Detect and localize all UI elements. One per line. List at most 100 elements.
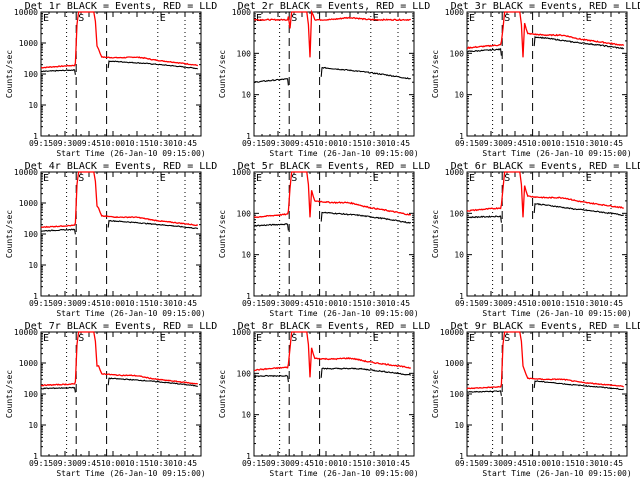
panel-title: Det 6r BLACK = Events, RED = LLD: [451, 161, 640, 172]
x-tick-label: 10:00: [314, 459, 338, 468]
x-tick-label: 10:00: [527, 459, 551, 468]
lld-series-line: [40, 331, 199, 387]
x-tick-label: 10:45: [386, 299, 410, 308]
x-tick-label: 09:30: [479, 139, 503, 148]
y-axis-label: Counts/sec: [431, 210, 440, 258]
y-tick-label: 1: [246, 132, 251, 141]
x-axis-label: Start Time (26-Jan-10 09:15:00): [269, 309, 418, 318]
x-tick-label: 10:00: [101, 459, 125, 468]
x-tick-label: 10:00: [101, 139, 125, 148]
y-axis-label: Counts/sec: [218, 50, 227, 98]
x-tick-label: 10:45: [599, 139, 623, 148]
y-tick-label: 100: [24, 230, 39, 239]
x-tick-label: 10:30: [362, 459, 386, 468]
events-series-line: [253, 78, 289, 86]
marker-label: E: [469, 173, 475, 184]
events-series-line: [533, 380, 624, 391]
x-tick-label: 09:45: [77, 299, 101, 308]
plot-frame: [253, 11, 415, 137]
x-tick-label: 09:15: [29, 459, 53, 468]
lld-series-line: [466, 331, 624, 390]
x-tick-label: 09:30: [266, 139, 290, 148]
x-tick-label: 09:15: [455, 459, 479, 468]
x-tick-label: 10:00: [527, 299, 551, 308]
x-tick-label: 09:45: [503, 459, 527, 468]
y-tick-label: 10000: [14, 328, 38, 337]
x-axis-label: Start Time (26-Jan-10 09:15:00): [56, 149, 205, 158]
events-series-line: [40, 228, 76, 235]
lld-series-line: [253, 171, 411, 219]
x-tick-label: 09:15: [455, 299, 479, 308]
x-tick-label: 10:45: [599, 459, 623, 468]
marker-label: E: [43, 173, 49, 184]
x-tick-label: 10:45: [599, 299, 623, 308]
x-tick-label: 09:45: [503, 139, 527, 148]
x-tick-label: 09:45: [290, 299, 314, 308]
y-tick-label: 100: [450, 49, 465, 58]
y-axis-label: Counts/sec: [431, 50, 440, 98]
events-series-line: [40, 68, 76, 75]
plot-frame: [253, 331, 415, 457]
marker-label: E: [256, 13, 262, 24]
y-tick-label: 10: [28, 421, 38, 430]
marker-label: E: [469, 13, 475, 24]
x-tick-label: 09:45: [77, 459, 101, 468]
lld-series-line: [254, 9, 411, 58]
plot-frame: [40, 11, 202, 137]
panel-det-9r: Det 9r BLACK = Events, RED = LLD 1 10 100 10…: [431, 321, 640, 478]
x-tick-label: 09:15: [242, 299, 266, 308]
y-tick-label: 10000: [14, 168, 38, 177]
y-axis-label: Counts/sec: [218, 370, 227, 418]
y-tick-label: 1000: [19, 199, 38, 208]
marker-label: E: [373, 13, 379, 24]
marker-label: E: [43, 333, 49, 344]
y-tick-label: 1: [246, 452, 251, 461]
y-axis-label: Counts/sec: [5, 210, 14, 258]
y-tick-label: 100: [24, 70, 39, 79]
y-tick-label: 1: [33, 132, 38, 141]
y-tick-label: 1000: [445, 168, 464, 177]
plot-frame: [40, 331, 202, 457]
y-tick-label: 1000: [445, 8, 464, 17]
x-tick-label: 10:30: [362, 139, 386, 148]
panel-title: Det 4r BLACK = Events, RED = LLD: [25, 161, 218, 172]
marker-label: E: [373, 173, 379, 184]
x-tick-label: 10:45: [386, 139, 410, 148]
x-tick-label: 10:30: [362, 299, 386, 308]
y-tick-label: 10: [454, 251, 464, 260]
plot-frame: [253, 171, 415, 297]
x-tick-label: 09:45: [290, 139, 314, 148]
panel-det-6r: Det 6r BLACK = Events, RED = LLD 1 10 100 10…: [431, 161, 640, 318]
y-tick-label: 100: [450, 390, 465, 399]
x-tick-label: 10:15: [551, 459, 575, 468]
marker-label: E: [469, 333, 475, 344]
x-tick-label: 10:30: [575, 139, 599, 148]
x-tick-label: 09:30: [266, 459, 290, 468]
y-axis-label: Counts/sec: [431, 370, 440, 418]
plot-frame: [466, 171, 628, 297]
x-axis-label: Start Time (26-Jan-10 09:15:00): [482, 309, 631, 318]
x-tick-label: 09:30: [479, 299, 503, 308]
y-tick-label: 10: [28, 101, 38, 110]
x-tick-label: 10:30: [575, 299, 599, 308]
panel-det-3r: Det 3r BLACK = Events, RED = LLD 1 10 100 10…: [431, 1, 640, 158]
plot-frame: [466, 11, 628, 137]
y-tick-label: 100: [24, 390, 39, 399]
events-series-line: [40, 386, 76, 393]
marker-label: E: [43, 13, 49, 24]
x-tick-label: 10:15: [338, 139, 362, 148]
marker-label: S: [78, 173, 84, 184]
marker-label: S: [504, 173, 510, 184]
x-tick-label: 10:00: [101, 299, 125, 308]
x-tick-label: 09:30: [53, 139, 77, 148]
panel-title: Det 2r BLACK = Events, RED = LLD: [238, 1, 431, 12]
panel-title: Det 9r BLACK = Events, RED = LLD: [451, 321, 640, 332]
events-series-line: [466, 390, 502, 396]
x-tick-label: 10:30: [575, 459, 599, 468]
x-tick-label: 09:15: [29, 299, 53, 308]
y-tick-label: 1000: [232, 8, 251, 17]
y-tick-label: 1000: [232, 168, 251, 177]
marker-label: S: [504, 13, 510, 24]
y-axis-label: Counts/sec: [218, 210, 227, 258]
x-tick-label: 09:15: [455, 139, 479, 148]
